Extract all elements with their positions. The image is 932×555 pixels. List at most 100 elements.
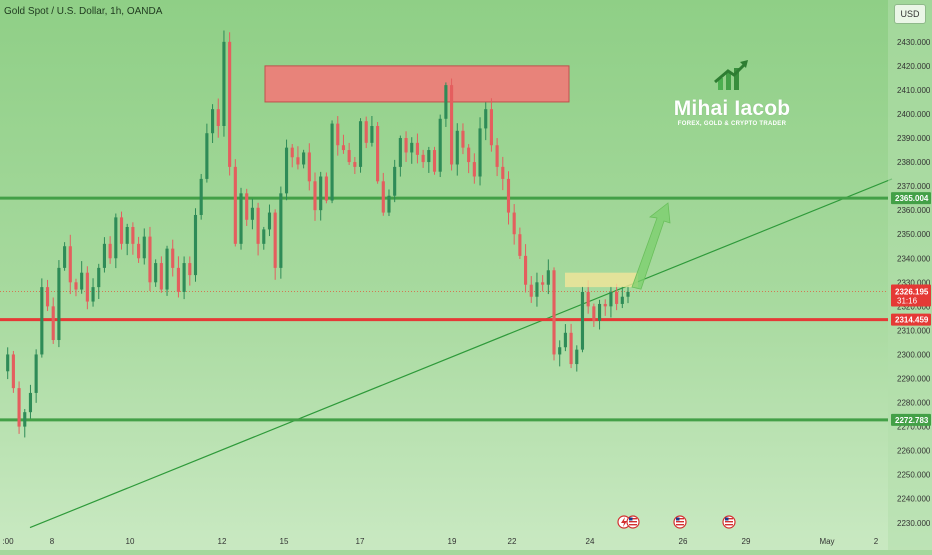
candle-body: [80, 272, 84, 290]
candle-body: [256, 207, 260, 244]
x-tick-label: 2: [874, 537, 879, 546]
candle-body: [495, 145, 499, 167]
candle-body: [296, 157, 300, 165]
candle-body: [558, 347, 562, 355]
candle-body: [450, 85, 454, 165]
resistance-zone: [264, 65, 570, 103]
candle-body: [341, 145, 346, 151]
countdown-label: 31:16: [897, 296, 918, 305]
candle-body: [535, 282, 539, 297]
candle-body: [11, 354, 15, 389]
candle-body: [569, 332, 573, 365]
y-tick-label: 2230.000: [897, 519, 931, 528]
candle-body: [159, 263, 163, 290]
candle-body: [307, 152, 311, 182]
candle-body: [592, 306, 596, 321]
candle-body: [210, 109, 215, 134]
trend-line: [29, 178, 893, 529]
candle-body: [171, 248, 175, 268]
candle-body: [501, 166, 505, 179]
y-tick-label: 2380.000: [897, 158, 931, 167]
candle-body: [131, 227, 135, 244]
candle-body: [40, 287, 44, 355]
candle-body: [615, 291, 619, 304]
x-tick-label: 19: [448, 537, 457, 546]
candle-body: [85, 272, 89, 302]
candle-body: [444, 85, 448, 119]
x-tick-label: 12: [218, 537, 227, 546]
candle-body: [262, 229, 266, 244]
x-tick-label: 17: [356, 537, 365, 546]
time-axis[interactable]: [0, 530, 888, 550]
candle-body: [580, 291, 585, 350]
candle-body: [250, 207, 254, 220]
candle-body: [467, 147, 471, 163]
candle-body: [17, 388, 21, 427]
candle-body: [393, 166, 397, 196]
candle-body: [57, 267, 61, 341]
candle-body: [165, 248, 169, 290]
x-tick-label: 22: [508, 537, 517, 546]
y-tick-label: 2290.000: [897, 375, 931, 384]
y-tick-label: 2390.000: [897, 134, 931, 143]
price-axis[interactable]: [888, 0, 932, 550]
candle-body: [626, 291, 630, 297]
y-tick-label: 2340.000: [897, 254, 931, 263]
breakout-zone: [565, 272, 638, 288]
currency-button[interactable]: USD: [894, 4, 926, 24]
y-tick-label: 2360.000: [897, 206, 931, 215]
candle-body: [478, 128, 482, 177]
candle-body: [228, 41, 232, 167]
candle-body: [489, 109, 493, 146]
candle-body: [182, 263, 186, 292]
candle-body: [387, 195, 391, 213]
x-tick-label: 8: [50, 537, 55, 546]
level-tag-3: [891, 413, 931, 426]
candle-body: [188, 263, 192, 276]
candle-body: [529, 284, 533, 297]
x-tick-label: 15: [280, 537, 289, 546]
candle-body: [45, 287, 50, 307]
candle-body: [125, 227, 129, 244]
candle-body: [102, 243, 107, 268]
x-tick-label: 29: [742, 537, 751, 546]
us-flag-event-icon[interactable]: [722, 515, 736, 529]
y-tick-label: 2350.000: [897, 230, 931, 239]
candle-body: [541, 282, 545, 285]
watermark-name: Mihai Iacob: [673, 97, 791, 120]
candle-body: [358, 121, 363, 167]
us-flag-event-icon[interactable]: [626, 515, 640, 529]
candle-body: [290, 147, 294, 158]
candle-body: [603, 303, 607, 307]
x-tick-label: :00: [2, 537, 14, 546]
y-tick-label: 2280.000: [897, 399, 931, 408]
candle-body: [222, 41, 226, 127]
watermark: Mihai Iacob FOREX, GOLD & CRYPTO TRADER: [668, 58, 796, 127]
candle-body: [398, 138, 402, 167]
candle-body: [319, 176, 323, 211]
level-tag-label-2: 2314.459: [895, 316, 929, 325]
candle-body: [620, 296, 624, 304]
last-price-tag: [891, 284, 931, 307]
candle-body: [302, 152, 306, 165]
x-tick-label: 24: [586, 537, 595, 546]
candle-body: [108, 243, 112, 259]
candle-body: [506, 178, 511, 213]
candle-body: [484, 109, 488, 129]
growth-arrow-bars-icon: [714, 60, 748, 90]
candle-body: [563, 332, 567, 348]
x-tick-label: 10: [126, 537, 135, 546]
flash-event-icon[interactable]: [617, 515, 631, 529]
x-tick-label: 26: [679, 537, 688, 546]
candle-body: [546, 270, 550, 285]
us-flag-event-icon[interactable]: [673, 515, 687, 529]
candle-body: [28, 392, 33, 413]
candle-body: [63, 246, 67, 268]
candle-body: [364, 121, 368, 143]
y-tick-label: 2430.000: [897, 38, 931, 47]
candle-body: [154, 263, 158, 283]
candle-body: [284, 147, 289, 194]
y-tick-label: 2420.000: [897, 62, 931, 71]
